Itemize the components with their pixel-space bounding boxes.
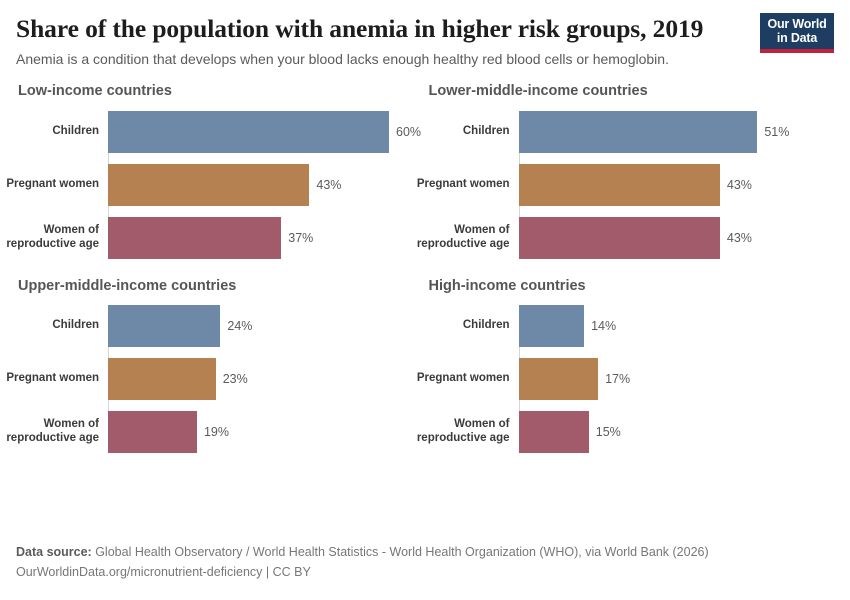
owid-logo-line-1: Our World — [767, 17, 827, 31]
panel-plot-area: Children 14% Pregnant women 17% Women of rep… — [417, 304, 835, 453]
panels-grid: Low-income countries Children 60% Pregnant … — [6, 83, 835, 464]
owid-logo[interactable]: Our World in Data — [760, 13, 834, 53]
bar-value-label: 43% — [726, 230, 752, 245]
data-source-text: Global Health Observatory / World Health… — [91, 545, 709, 560]
bar-row[interactable]: Children 51% — [463, 110, 835, 153]
bar-category-label: Children — [462, 319, 510, 332]
bar-value-label: 43% — [316, 177, 342, 192]
chart-footer: Data source: Global Health Observatory /… — [16, 543, 834, 582]
bar-fill[interactable] — [108, 410, 197, 453]
data-source-label: Data source: — [16, 545, 92, 560]
bar-row[interactable]: Women of reproductive age 37% — [6, 216, 424, 259]
page-title: Share of the population with anemia in h… — [16, 14, 704, 43]
panel-title: Low-income countries — [18, 83, 172, 100]
bar-category-label: Women of reproductive age — [6, 418, 99, 444]
bar-row[interactable]: Pregnant women 17% — [417, 357, 835, 400]
bar-value-label: 51% — [764, 124, 790, 139]
chart-panel: Lower-middle-income countries Children 51%… — [417, 83, 835, 269]
chart-panel: Low-income countries Children 60% Pregnant … — [6, 83, 424, 269]
bar-value-label: 15% — [595, 424, 621, 439]
panel-title: Lower-middle-income countries — [428, 83, 648, 100]
bar-category-label: Children — [52, 124, 99, 137]
bar-row[interactable]: Pregnant women 43% — [6, 163, 424, 206]
bar-row[interactable]: Children 14% — [463, 304, 835, 347]
bar-fill[interactable] — [108, 304, 221, 347]
bar-fill[interactable] — [518, 304, 585, 347]
data-source-line: Data source: Global Health Observatory /… — [16, 543, 834, 562]
bar-value-label: 24% — [227, 318, 253, 333]
bar-category-label: Women of reproductive age — [416, 418, 510, 444]
bar-category-label: Pregnant women — [416, 372, 510, 385]
bar-category-label: Women of reproductive age — [6, 223, 99, 250]
panel-title: High-income countries — [428, 277, 586, 294]
bar-category-label: Children — [462, 124, 510, 137]
bar-value-label: 19% — [203, 424, 229, 439]
bar-row[interactable]: Children 24% — [52, 304, 424, 347]
bar-fill[interactable] — [518, 110, 758, 153]
bar-category-label: Pregnant women — [6, 177, 99, 190]
bar-fill[interactable] — [518, 163, 720, 206]
bar-fill[interactable] — [518, 216, 720, 259]
bar-category-label: Pregnant women — [6, 372, 99, 385]
bar-fill[interactable] — [108, 110, 389, 153]
panel-plot-area: Children 51% Pregnant women 43% Women of rep… — [417, 110, 835, 259]
panel-plot-area: Children 60% Pregnant women 43% Women of rep… — [6, 110, 424, 259]
chart-subtitle: Anemia is a condition that develops when… — [16, 51, 669, 68]
bar-fill[interactable] — [108, 163, 310, 206]
chart-panel: Upper-middle-income countries Children 24%… — [6, 277, 424, 464]
source-link-line[interactable]: OurWorldinData.org/micronutrient-deficie… — [16, 564, 311, 579]
bar-category-label: Women of reproductive age — [416, 223, 510, 250]
bar-row[interactable]: Women of reproductive age 43% — [417, 216, 835, 259]
bar-row[interactable]: Women of reproductive age 15% — [417, 410, 835, 453]
bar-category-label: Children — [52, 319, 99, 332]
bar-fill[interactable] — [108, 357, 216, 400]
bar-category-label: Pregnant women — [416, 177, 510, 190]
bar-value-label: 37% — [288, 230, 314, 245]
chart-panel: High-income countries Children 14% Pregnant… — [417, 277, 835, 464]
bar-row[interactable]: Children 60% — [52, 110, 424, 153]
bar-row[interactable]: Pregnant women 43% — [417, 163, 835, 206]
bar-value-label: 14% — [591, 318, 617, 333]
bar-value-label: 17% — [605, 371, 631, 386]
chart-header: Share of the population with anemia in h… — [16, 0, 834, 69]
bar-fill[interactable] — [518, 410, 589, 453]
bar-value-label: 60% — [396, 124, 422, 139]
panel-plot-area: Children 24% Pregnant women 23% Women of rep… — [6, 304, 424, 453]
owid-logo-line-2: in Data — [776, 30, 818, 45]
bar-value-label: 43% — [726, 177, 752, 192]
panel-title: Upper-middle-income countries — [18, 277, 237, 294]
bar-row[interactable]: Pregnant women 23% — [6, 357, 424, 400]
bar-fill[interactable] — [518, 357, 599, 400]
bar-value-label: 23% — [222, 371, 248, 386]
bar-fill[interactable] — [108, 216, 282, 259]
bar-row[interactable]: Women of reproductive age 19% — [6, 410, 424, 453]
